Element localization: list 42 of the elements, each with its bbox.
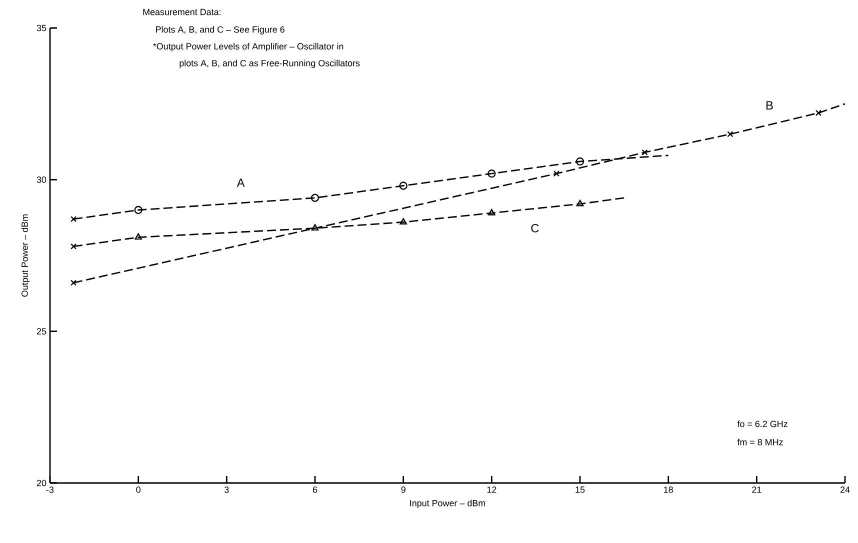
annotation: B bbox=[766, 101, 773, 110]
annotation: plots A, B, and C as Free-Running Oscillators bbox=[180, 60, 360, 68]
annotation: C bbox=[531, 224, 539, 232]
y-axis-title: Output Power – dBm bbox=[21, 214, 30, 297]
x-tick-label: 6 bbox=[312, 486, 318, 493]
x-tick-label: 9 bbox=[401, 486, 406, 493]
point bbox=[70, 216, 77, 222]
point bbox=[399, 182, 408, 190]
point bbox=[576, 200, 584, 206]
annotation: fo = 6.2 GHz bbox=[737, 420, 788, 428]
point bbox=[311, 224, 319, 231]
point bbox=[642, 149, 648, 156]
point bbox=[134, 233, 142, 240]
y-tick-label: 35 bbox=[36, 24, 46, 32]
point bbox=[727, 131, 734, 138]
y-tick-label: 25 bbox=[36, 328, 46, 335]
point bbox=[815, 110, 822, 116]
point bbox=[70, 280, 77, 286]
point bbox=[134, 206, 142, 214]
point bbox=[576, 157, 584, 166]
point bbox=[400, 218, 407, 224]
x-tick-label: 3 bbox=[224, 486, 229, 493]
annotation: fm = 8 MHz bbox=[737, 438, 783, 446]
x-tick-label: 21 bbox=[752, 486, 762, 493]
annotation: Plots A, B, and C – See Figure 6 bbox=[156, 26, 284, 34]
annotation: A bbox=[236, 178, 245, 187]
x-tick-label: 24 bbox=[840, 486, 850, 493]
y-tick-label: 30 bbox=[36, 176, 46, 183]
point bbox=[488, 170, 496, 178]
annotation: *Output Power Levels of Amplifier – Oscillator in bbox=[153, 42, 344, 52]
x-tick-label: 18 bbox=[664, 486, 673, 493]
text: Measurement Data: bbox=[143, 8, 220, 16]
x-tick-label: 0 bbox=[136, 486, 140, 493]
x-tick-label: 12 bbox=[487, 486, 496, 493]
point bbox=[553, 170, 560, 177]
point bbox=[488, 208, 496, 216]
x-axis-title: Input Power – dBm bbox=[410, 500, 486, 508]
y-tick-label: 20 bbox=[36, 480, 46, 486]
point bbox=[310, 194, 320, 202]
x-tick-label: 15 bbox=[576, 486, 585, 493]
point bbox=[70, 243, 77, 250]
x-tick-label: -3 bbox=[46, 486, 54, 493]
